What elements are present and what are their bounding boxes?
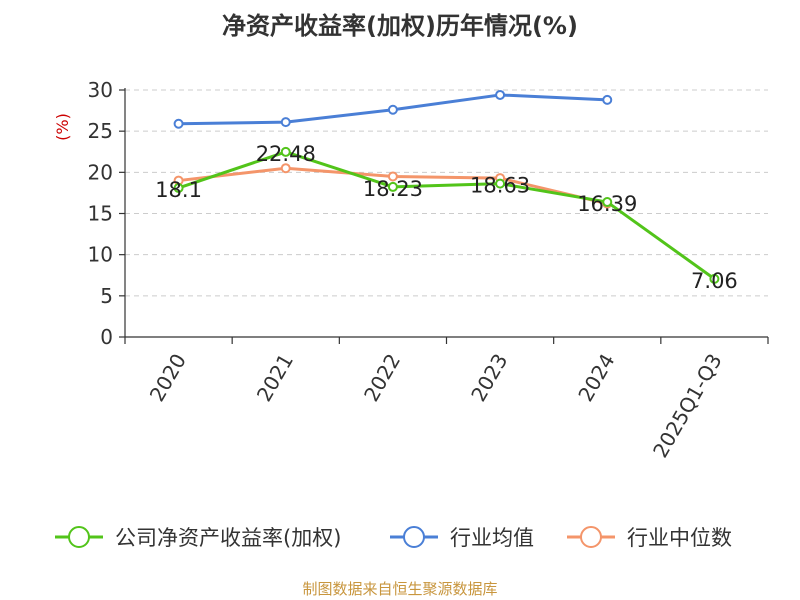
- data-label: 18.23: [363, 177, 423, 201]
- legend-marker: [580, 526, 602, 548]
- data-label: 22.48: [256, 142, 316, 166]
- data-point: [173, 182, 184, 193]
- chart-title: 净资产收益率(加权)历年情况(%): [222, 12, 578, 40]
- y-tick-label: 25: [88, 119, 113, 143]
- legend-marker: [68, 526, 90, 548]
- x-tick-label: 2021: [252, 350, 298, 406]
- data-point: [602, 197, 613, 208]
- x-tick-label: 2020: [145, 350, 191, 406]
- y-tick-label: 10: [88, 243, 113, 267]
- data-point: [280, 163, 291, 174]
- data-label: 18.1: [155, 178, 202, 202]
- data-point: [280, 146, 291, 157]
- data-point: [280, 117, 291, 128]
- y-tick-label: 15: [88, 202, 113, 226]
- y-tick-label: 5: [100, 284, 113, 308]
- data-label: 7.06: [691, 269, 738, 293]
- data-point: [495, 89, 506, 100]
- legend-label: 公司净资产收益率(加权): [115, 526, 341, 550]
- data-point: [387, 181, 398, 192]
- legend-label: 行业中位数: [627, 526, 732, 550]
- y-tick-label: 30: [88, 78, 113, 102]
- y-tick-label: 20: [88, 160, 113, 184]
- data-point: [495, 178, 506, 189]
- data-point: [173, 118, 184, 129]
- x-tick-label: 2024: [573, 350, 619, 406]
- x-tick-label: 2025Q1-Q3: [648, 350, 727, 462]
- data-point: [709, 273, 720, 284]
- data-point: [387, 171, 398, 182]
- data-point: [387, 104, 398, 115]
- x-tick-label: 2022: [359, 350, 405, 406]
- legend-label: 行业均值: [450, 526, 534, 550]
- data-label: 16.39: [577, 192, 637, 216]
- y-tick-label: 0: [100, 325, 113, 349]
- series-line: [178, 150, 716, 281]
- x-tick-label: 2023: [466, 350, 512, 406]
- y-axis-label: (%): [53, 113, 72, 141]
- source-note: 制图数据来自恒生聚源数据库: [302, 580, 498, 598]
- data-label: 18.63: [470, 174, 530, 198]
- data-point: [602, 94, 613, 105]
- legend-marker: [403, 526, 425, 548]
